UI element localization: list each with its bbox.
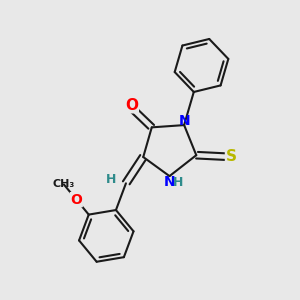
Text: S: S bbox=[226, 149, 236, 164]
Text: O: O bbox=[125, 98, 138, 113]
Text: H: H bbox=[106, 173, 117, 186]
Text: O: O bbox=[70, 193, 82, 207]
Text: H: H bbox=[173, 176, 184, 189]
Text: N: N bbox=[179, 114, 191, 128]
Text: N: N bbox=[164, 175, 175, 188]
Text: CH₃: CH₃ bbox=[53, 178, 75, 189]
